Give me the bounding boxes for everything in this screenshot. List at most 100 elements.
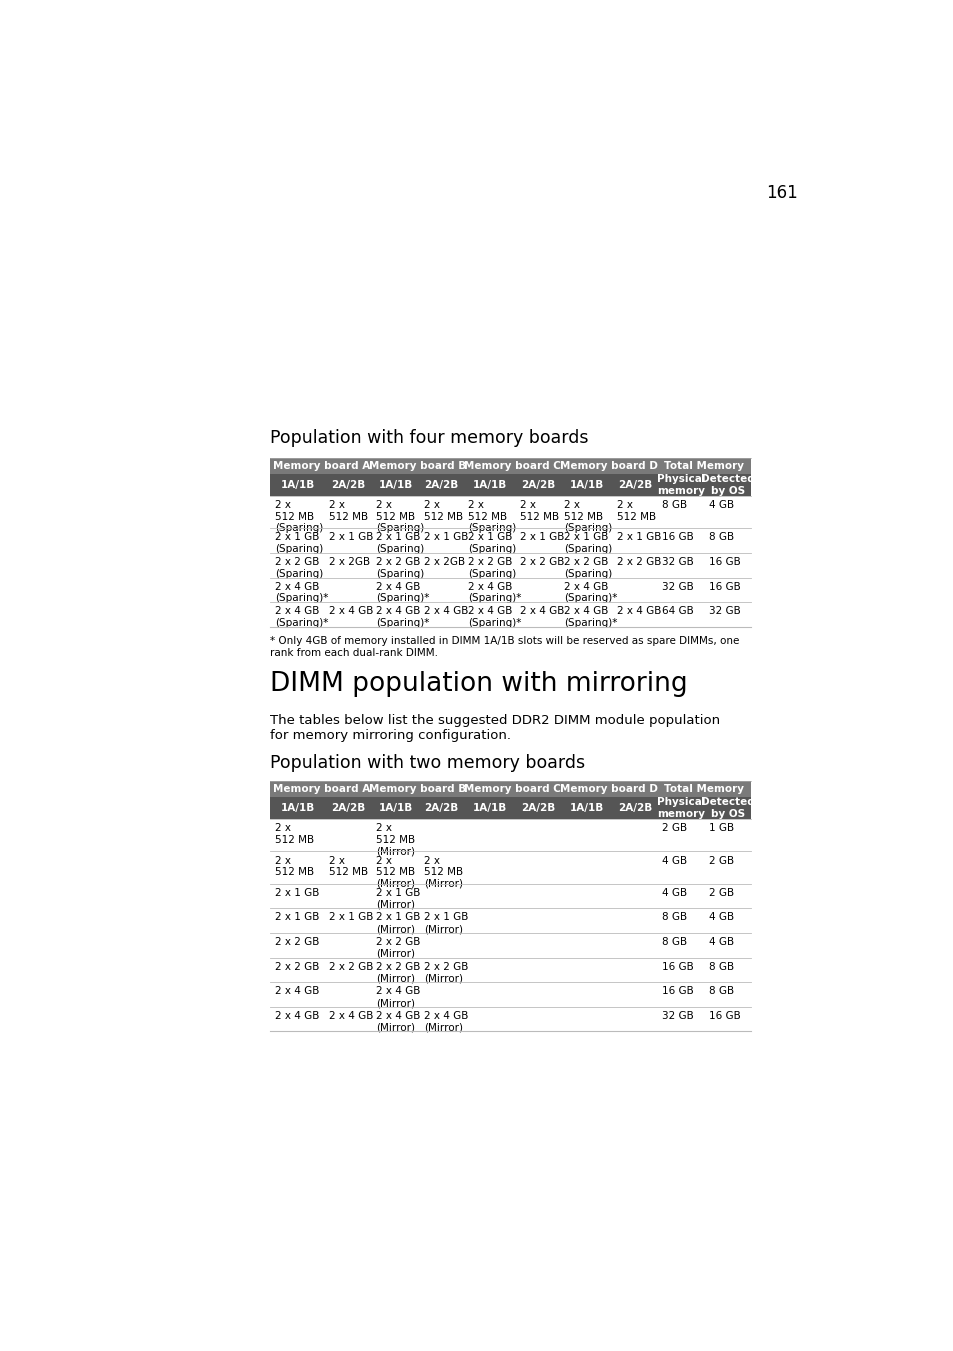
Text: 32 GB: 32 GB — [708, 607, 740, 616]
Text: 2 x 4 GB
(Sparing)*: 2 x 4 GB (Sparing)* — [274, 582, 328, 604]
Text: Memory board A: Memory board A — [273, 784, 370, 794]
Text: 1 GB: 1 GB — [708, 823, 734, 834]
Text: 2 x 4 GB: 2 x 4 GB — [329, 607, 373, 616]
Text: 2 x 4 GB
(Sparing)*: 2 x 4 GB (Sparing)* — [274, 607, 328, 628]
Text: 2 x 2 GB
(Sparing): 2 x 2 GB (Sparing) — [274, 557, 322, 578]
Text: The tables below list the suggested DDR2 DIMM module population
for memory mirro: The tables below list the suggested DDR2… — [270, 713, 720, 742]
Text: 2A/2B: 2A/2B — [618, 802, 652, 813]
Text: 2 x 2 GB
(Mirror): 2 x 2 GB (Mirror) — [375, 962, 420, 984]
Text: 2 x 4 GB
(Sparing)*: 2 x 4 GB (Sparing)* — [468, 582, 521, 604]
Text: Memory board B: Memory board B — [369, 461, 466, 471]
Text: 2 x 1 GB
(Sparing): 2 x 1 GB (Sparing) — [375, 532, 424, 554]
Text: 2 x 2 GB
(Sparing): 2 x 2 GB (Sparing) — [375, 557, 424, 578]
Text: 2 x
512 MB: 2 x 512 MB — [274, 855, 314, 877]
Text: 2 x
512 MB: 2 x 512 MB — [274, 823, 314, 844]
Text: 2 x
512 MB
(Mirror): 2 x 512 MB (Mirror) — [375, 823, 415, 857]
Text: 8 GB: 8 GB — [661, 938, 686, 947]
Text: 1A/1B: 1A/1B — [378, 480, 413, 490]
Text: 2A/2B: 2A/2B — [331, 480, 365, 490]
Text: 16 GB: 16 GB — [661, 962, 693, 971]
Text: 2 x 2 GB
(Sparing): 2 x 2 GB (Sparing) — [468, 557, 516, 578]
Text: 4 GB: 4 GB — [661, 888, 686, 898]
Text: 2 x
512 MB: 2 x 512 MB — [329, 500, 368, 521]
Text: 2 x 2 GB: 2 x 2 GB — [274, 938, 318, 947]
Text: 2 x 2 GB
(Mirror): 2 x 2 GB (Mirror) — [375, 938, 420, 959]
Text: 2 x 1 GB
(Mirror): 2 x 1 GB (Mirror) — [423, 912, 468, 934]
Text: 2A/2B: 2A/2B — [520, 480, 555, 490]
Text: Detected
by OS: Detected by OS — [700, 474, 754, 496]
Text: DIMM population with mirroring: DIMM population with mirroring — [270, 670, 687, 697]
Text: 2 x 4 GB
(Sparing)*: 2 x 4 GB (Sparing)* — [375, 607, 429, 628]
Text: 2 x 2 GB
(Sparing): 2 x 2 GB (Sparing) — [564, 557, 612, 578]
Text: Population with two memory boards: Population with two memory boards — [270, 754, 585, 771]
Text: 4 GB: 4 GB — [708, 500, 734, 511]
Text: 1A/1B: 1A/1B — [472, 802, 506, 813]
Text: 16 GB: 16 GB — [708, 1011, 740, 1021]
Text: 2 x 4 GB
(Sparing)*: 2 x 4 GB (Sparing)* — [564, 582, 617, 604]
Text: 8 GB: 8 GB — [708, 986, 734, 997]
Text: 2 x 2 GB: 2 x 2 GB — [519, 557, 563, 567]
Text: Memory board D: Memory board D — [559, 784, 657, 794]
Text: Memory board A: Memory board A — [273, 461, 370, 471]
Text: 2 x 1 GB
(Sparing): 2 x 1 GB (Sparing) — [468, 532, 516, 554]
Text: Memory board C: Memory board C — [463, 784, 559, 794]
Text: 2A/2B: 2A/2B — [331, 802, 365, 813]
Text: 2 x 4 GB: 2 x 4 GB — [329, 1011, 373, 1021]
Text: Detected
by OS: Detected by OS — [700, 797, 754, 819]
Text: 2 GB: 2 GB — [708, 888, 734, 898]
Text: 2 x 4 GB
(Mirror): 2 x 4 GB (Mirror) — [375, 1011, 420, 1032]
Text: 1A/1B: 1A/1B — [569, 802, 603, 813]
Text: 2 x
512 MB
(Mirror): 2 x 512 MB (Mirror) — [375, 855, 415, 889]
Text: Physical
memory: Physical memory — [657, 797, 705, 819]
Text: Total Memory: Total Memory — [663, 784, 743, 794]
Text: 2 x 1 GB
(Mirror): 2 x 1 GB (Mirror) — [375, 888, 420, 909]
Text: 2 x
512 MB: 2 x 512 MB — [617, 500, 656, 521]
Text: 2 x 1 GB
(Sparing): 2 x 1 GB (Sparing) — [274, 532, 322, 554]
Text: 32 GB: 32 GB — [661, 582, 693, 592]
Text: Total Memory: Total Memory — [663, 461, 743, 471]
Text: 2 x 4 GB
(Mirror): 2 x 4 GB (Mirror) — [423, 1011, 468, 1032]
Text: 2 x 1 GB: 2 x 1 GB — [617, 532, 661, 543]
Text: 2 x 4 GB
(Sparing)*: 2 x 4 GB (Sparing)* — [375, 582, 429, 604]
Text: 2 x 4 GB
(Sparing)*: 2 x 4 GB (Sparing)* — [468, 607, 521, 628]
Text: 2 x 4 GB: 2 x 4 GB — [617, 607, 661, 616]
Text: 2A/2B: 2A/2B — [520, 802, 555, 813]
Text: 32 GB: 32 GB — [661, 1011, 693, 1021]
Text: 16 GB: 16 GB — [661, 986, 693, 997]
Text: 2 x 2 GB: 2 x 2 GB — [329, 962, 373, 971]
Text: 4 GB: 4 GB — [708, 912, 734, 923]
Text: 2 x 1 GB: 2 x 1 GB — [423, 532, 468, 543]
Text: 161: 161 — [765, 185, 797, 203]
Text: 2 x 4 GB: 2 x 4 GB — [274, 1011, 318, 1021]
Text: 16 GB: 16 GB — [708, 557, 740, 567]
Text: 2 GB: 2 GB — [708, 855, 734, 866]
Bar — [270, 781, 750, 797]
Text: 4 GB: 4 GB — [661, 855, 686, 866]
Text: 2 x 4 GB: 2 x 4 GB — [274, 986, 318, 997]
Text: 2 x 1 GB: 2 x 1 GB — [274, 888, 318, 898]
Text: 2 x
512 MB: 2 x 512 MB — [423, 500, 462, 521]
Text: 2 x
512 MB
(Sparing): 2 x 512 MB (Sparing) — [468, 500, 516, 534]
Text: 32 GB: 32 GB — [661, 557, 693, 567]
Text: 2A/2B: 2A/2B — [618, 480, 652, 490]
Text: 2 x 4 GB: 2 x 4 GB — [519, 607, 563, 616]
Text: 4 GB: 4 GB — [708, 938, 734, 947]
Text: 2 x
512 MB
(Sparing): 2 x 512 MB (Sparing) — [375, 500, 424, 534]
Text: 1A/1B: 1A/1B — [569, 480, 603, 490]
Text: 1A/1B: 1A/1B — [280, 802, 314, 813]
Text: 8 GB: 8 GB — [708, 962, 734, 971]
Text: 2 x 2GB: 2 x 2GB — [329, 557, 370, 567]
Text: 16 GB: 16 GB — [708, 582, 740, 592]
Text: 2 x 4 GB
(Sparing)*: 2 x 4 GB (Sparing)* — [564, 607, 617, 628]
Text: 2 x
512 MB: 2 x 512 MB — [519, 500, 558, 521]
Text: 2 x 4 GB: 2 x 4 GB — [423, 607, 468, 616]
Text: 2 x 2 GB: 2 x 2 GB — [617, 557, 661, 567]
Text: 2 x 1 GB: 2 x 1 GB — [519, 532, 563, 543]
Text: 8 GB: 8 GB — [661, 500, 686, 511]
Text: 2 GB: 2 GB — [661, 823, 686, 834]
Bar — [270, 474, 750, 496]
Text: 2 x
512 MB: 2 x 512 MB — [329, 855, 368, 877]
Text: 2 x
512 MB
(Sparing): 2 x 512 MB (Sparing) — [564, 500, 612, 534]
Text: 2A/2B: 2A/2B — [424, 480, 458, 490]
Text: 2 x 2 GB: 2 x 2 GB — [274, 962, 318, 971]
